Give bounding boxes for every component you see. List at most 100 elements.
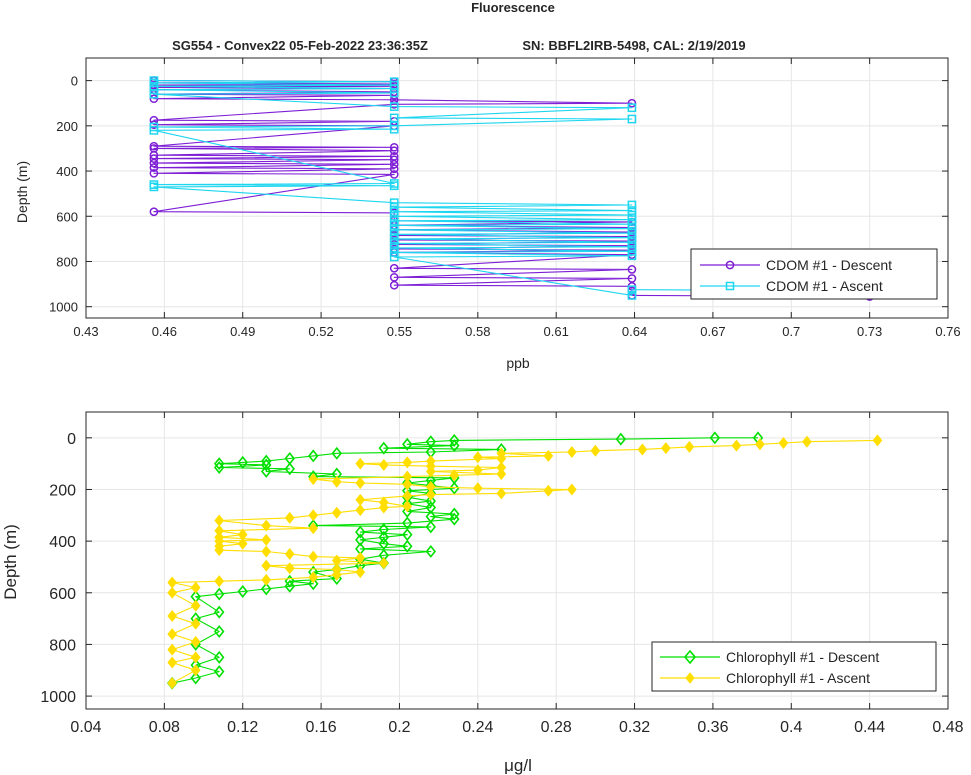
chlorophyll-descent-point (615, 432, 627, 446)
chlorophyll-descent-point (425, 544, 437, 558)
chlorophyll-y-axis-label: Depth (m) (1, 524, 20, 600)
cdom-ascent-point (627, 224, 637, 234)
chlorophyll-descent-point (308, 449, 319, 463)
chlorophyll-legend-box (651, 641, 937, 692)
cdom-ascent-point (627, 219, 637, 229)
chlorophyll-descent-point (378, 530, 390, 544)
chlorophyll-descent-point (331, 446, 342, 460)
chlorophyll-ascent-point (567, 446, 577, 459)
chlorophyll-ascent-point (472, 464, 483, 477)
cdom-descent-point (389, 280, 399, 290)
chlorophyll-descent-point (213, 457, 225, 471)
cdom-ascent-point (389, 211, 399, 221)
figure-title: Fluorescence (471, 0, 555, 15)
chlorophyll-ascent-point (355, 504, 366, 517)
legend-label-cdom-ascent: CDOM #1 - Ascent (766, 278, 883, 294)
cdom-series-line-ascent (153, 80, 870, 296)
cdom-ascent-point (627, 228, 637, 238)
chlorophyll-ascent-point (284, 511, 295, 524)
chlorophyll-descent-point (425, 494, 437, 508)
cdom-descent-point (149, 94, 159, 104)
chlorophyll-descent-point (355, 533, 366, 547)
chlorophyll-ascent-point (496, 461, 507, 474)
chlorophyll-descent-point (284, 462, 295, 476)
cdom-y-tick-label: 1000 (49, 300, 78, 315)
cdom-y-tick-label: 600 (56, 209, 78, 224)
chlorophyll-descent-point (213, 461, 225, 474)
cdom-x-tick-label: 0.43 (73, 324, 98, 339)
cdom-legend: CDOM #1 - Descent CDOM #1 - Ascent (690, 248, 938, 300)
cdom-ascent-point (389, 216, 399, 226)
chlorophyll-descent-point (213, 665, 225, 679)
legend-label-cdom-descent: CDOM #1 - Descent (766, 257, 892, 273)
cdom-x-tick-label: 0.52 (308, 324, 333, 339)
cdom-ascent-point (149, 122, 159, 132)
chlorophyll-descent-point (261, 458, 272, 472)
chlorophyll-ascent-point (261, 533, 272, 546)
cdom-descent-point (389, 159, 399, 169)
chlorophyll-ascent-point (308, 473, 319, 486)
chlorophyll-ascent-point (402, 470, 413, 483)
chlorophyll-ascent-point (190, 581, 201, 594)
chlorophyll-ascent-point (214, 514, 225, 527)
cdom-descent-point (389, 170, 399, 179)
chlorophyll-ascent-point (425, 488, 436, 501)
chlorophyll-y-tick-label: 200 (49, 482, 76, 499)
chlorophyll-descent-point (402, 437, 413, 451)
cdom-descent-point (149, 154, 159, 163)
chlorophyll-x-tick-label: 0.16 (306, 719, 337, 736)
chlorophyll-descent-point (237, 455, 248, 469)
chlorophyll-ascent-point (190, 617, 201, 630)
cdom-x-tick-label: 0.76 (935, 324, 960, 339)
legend-marker-chlorophyll-ascent (685, 672, 695, 684)
cdom-ascent-point (627, 242, 637, 252)
cdom-x-tick-label: 0.46 (152, 324, 177, 339)
chlorophyll-ascent-point (237, 537, 248, 550)
cdom-descent-point (627, 265, 637, 274)
chlorophyll-ascent-point (308, 550, 319, 563)
chlorophyll-ascent-point (472, 482, 483, 495)
cdom-ascent-point (389, 198, 399, 208)
chlorophyll-ascent-point (331, 563, 342, 576)
chlorophyll-ascent-point (261, 519, 272, 532)
chlorophyll-ascent-point (190, 635, 201, 648)
chlorophyll-descent-point (709, 431, 721, 445)
chlorophyll-ascent-point (425, 455, 436, 468)
chlorophyll-descent-point (308, 577, 319, 591)
cdom-ascent-point (627, 291, 637, 300)
cdom-x-tick-label: 0.61 (544, 324, 569, 339)
cdom-descent-point (149, 168, 159, 178)
chlorophyll-ascent-point (190, 599, 201, 612)
cdom-descent-point (389, 155, 399, 165)
chlorophyll-ascent-point (637, 443, 648, 456)
chlorophyll-ascent-point (378, 557, 389, 570)
legend-label-chlorophyll-descent: Chlorophyll #1 - Descent (726, 649, 879, 665)
cdom-ascent-point (627, 114, 637, 124)
chlorophyll-x-tick-label: 0.04 (70, 719, 101, 736)
chlorophyll-ascent-point (402, 478, 413, 491)
legend-marker-cdom-descent (725, 260, 735, 270)
cdom-x-tick-label: 0.73 (857, 324, 882, 339)
chlorophyll-ascent-point (308, 509, 319, 522)
chlorophyll-x-tick-label: 0.32 (619, 719, 650, 736)
chlorophyll-descent-point (284, 579, 295, 593)
chlorophyll-ascent-point (167, 643, 178, 656)
chlorophyll-descent-point (261, 464, 272, 478)
cdom-ascent-point (627, 233, 637, 243)
chlorophyll-legend: Chlorophyll #1 - Descent Chlorophyll #1 … (651, 641, 937, 692)
cdom-ascent-point (627, 103, 637, 113)
chlorophyll-descent-point (402, 539, 413, 553)
cdom-ascent-point (627, 251, 637, 261)
chlorophyll-y-tick-label: 0 (67, 431, 76, 448)
chlorophyll-ascent-point (378, 496, 389, 509)
cdom-descent-point (149, 207, 159, 217)
cdom-descent-point (149, 163, 159, 173)
chlorophyll-ascent-point (543, 449, 554, 462)
cdom-ascent-point (389, 179, 399, 188)
chlorophyll-descent-point (237, 585, 248, 598)
chlorophyll-ascent-point (755, 438, 765, 451)
chlorophyll-descent-point (425, 520, 437, 534)
chlorophyll-ascent-point (214, 575, 225, 588)
chlorophyll-x-tick-label: 0.48 (932, 719, 963, 736)
